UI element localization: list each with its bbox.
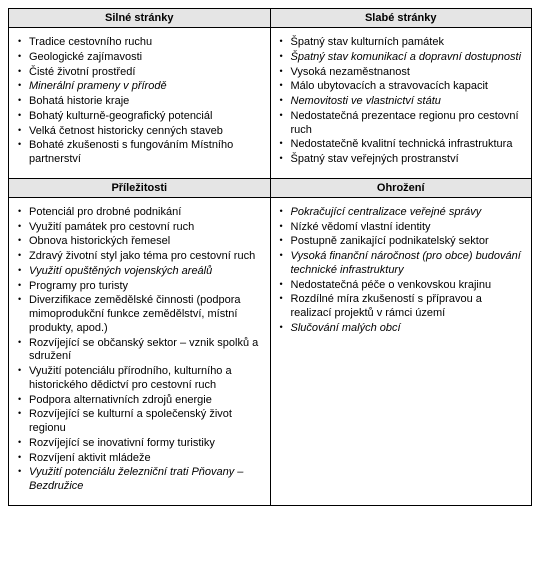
list-item: Málo ubytovacích a stravovacích kapacit <box>291 80 526 95</box>
list-item: Bohaté zkušenosti s fungováním Místního … <box>29 139 264 168</box>
list-item: Geologické zajímavosti <box>29 51 264 66</box>
list-strengths: Tradice cestovního ruchuGeologické zajím… <box>15 36 264 168</box>
list-item: Špatný stav kulturních památek <box>291 36 526 51</box>
cell-threats: Pokračující centralizace veřejné správyN… <box>270 197 532 505</box>
list-item: Špatný stav veřejných prostranství <box>291 153 526 168</box>
list-item: Programy pro turisty <box>29 280 264 295</box>
list-item: Diverzifikace zemědělské činnosti (podpo… <box>29 294 264 336</box>
list-item: Postupně zanikající podnikatelský sektor <box>291 235 526 250</box>
list-item: Bohatá historie kraje <box>29 95 264 110</box>
list-item: Podpora alternativních zdrojů energie <box>29 394 264 409</box>
list-opportunities: Potenciál pro drobné podnikáníVyužití pa… <box>15 206 264 495</box>
list-item: Využití potenciálu přírodního, kulturníh… <box>29 365 264 394</box>
list-item: Rozvíjející se kulturní a společenský ži… <box>29 408 264 437</box>
cell-strengths: Tradice cestovního ruchuGeologické zajím… <box>9 28 271 179</box>
swot-table: Silné stránky Slabé stránky Tradice cest… <box>8 8 532 506</box>
cell-opportunities: Potenciál pro drobné podnikáníVyužití pa… <box>9 197 271 505</box>
list-item: Obnova historických řemesel <box>29 235 264 250</box>
list-item: Zdravý životní styl jako téma pro cestov… <box>29 250 264 265</box>
list-item: Potenciál pro drobné podnikání <box>29 206 264 221</box>
list-item: Vysoká nezaměstnanost <box>291 66 526 81</box>
list-item: Velká četnost historicky cenných staveb <box>29 125 264 140</box>
header-strengths: Silné stránky <box>9 9 271 28</box>
list-item: Čisté životní prostředí <box>29 66 264 81</box>
list-item: Tradice cestovního ruchu <box>29 36 264 51</box>
list-threats: Pokračující centralizace veřejné správyN… <box>277 206 526 337</box>
list-item: Rozvíjení aktivit mládeže <box>29 452 264 467</box>
list-weaknesses: Špatný stav kulturních památekŠpatný sta… <box>277 36 526 168</box>
list-item: Nemovitosti ve vlastnictví státu <box>291 95 526 110</box>
header-weaknesses: Slabé stránky <box>270 9 532 28</box>
list-item: Rozvíjející se inovativní formy turistik… <box>29 437 264 452</box>
list-item: Využití opuštěných vojenských areálů <box>29 265 264 280</box>
list-item: Využití památek pro cestovní ruch <box>29 221 264 236</box>
list-item: Nedostatečně kvalitní technická infrastr… <box>291 138 526 153</box>
cell-weaknesses: Špatný stav kulturních památekŠpatný sta… <box>270 28 532 179</box>
header-opportunities: Příležitosti <box>9 178 271 197</box>
list-item: Vysoká finanční náročnost (pro obce) bud… <box>291 250 526 279</box>
list-item: Rozdílné míra zkušeností s přípravou a r… <box>291 293 526 322</box>
list-item: Slučování malých obcí <box>291 322 526 337</box>
list-item: Nedostatečná prezentace regionu pro cest… <box>291 110 526 139</box>
list-item: Rozvíjející se občanský sektor – vznik s… <box>29 337 264 366</box>
list-item: Využití potenciálu železniční trati Pňov… <box>29 466 264 495</box>
list-item: Minerální prameny v přírodě <box>29 80 264 95</box>
list-item: Bohatý kulturně-geografický potenciál <box>29 110 264 125</box>
list-item: Nízké vědomí vlastní identity <box>291 221 526 236</box>
list-item: Pokračující centralizace veřejné správy <box>291 206 526 221</box>
list-item: Nedostatečná péče o venkovskou krajinu <box>291 279 526 294</box>
header-threats: Ohrožení <box>270 178 532 197</box>
list-item: Špatný stav komunikací a dopravní dostup… <box>291 51 526 66</box>
